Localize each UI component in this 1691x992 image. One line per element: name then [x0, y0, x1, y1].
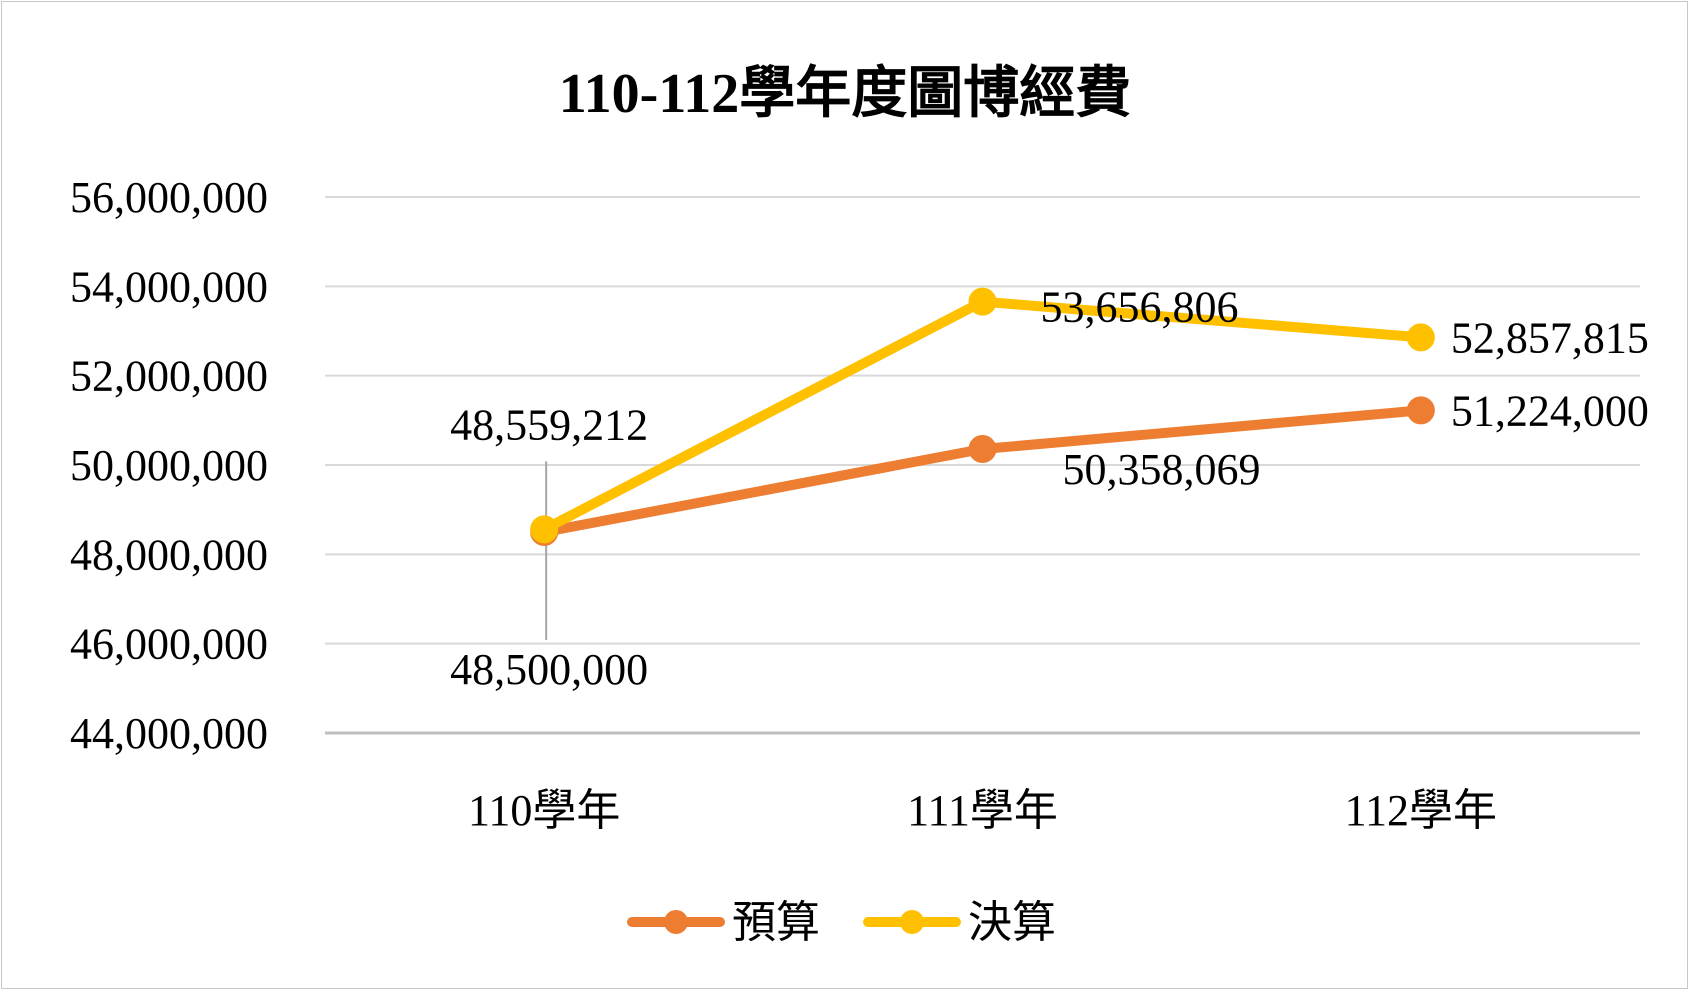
legend: 預算 決算: [627, 898, 1056, 947]
data-point: [1406, 396, 1435, 425]
x-category-label: 112學年: [1345, 786, 1497, 835]
legend-marker: [664, 910, 688, 934]
y-tick-label: 52,000,000: [70, 352, 268, 401]
data-point: [530, 515, 559, 544]
data-point: [968, 435, 997, 464]
data-label: 51,224,000: [1451, 386, 1649, 435]
chart-title: 110-112學年度圖博經費: [559, 63, 1131, 125]
legend-label: 預算: [732, 898, 820, 947]
y-tick-label: 50,000,000: [70, 441, 268, 490]
data-point: [1406, 323, 1435, 352]
y-axis-tick-labels: 44,000,000 46,000,000 48,000,000 50,000,000…: [70, 173, 268, 758]
y-tick-label: 54,000,000: [70, 262, 268, 311]
y-tick-label: 48,000,000: [70, 530, 268, 579]
data-point: [968, 287, 997, 316]
data-label: 48,500,000: [450, 645, 648, 694]
gridlines: [325, 196, 1640, 735]
data-label: 50,358,069: [1063, 445, 1261, 494]
series-lines: [530, 287, 1435, 546]
y-tick-label: 46,000,000: [70, 620, 268, 669]
legend-label: 決算: [968, 898, 1056, 947]
x-category-label: 110學年: [468, 786, 620, 835]
data-label: 52,857,815: [1451, 313, 1649, 362]
x-category-label: 111學年: [907, 786, 1058, 835]
data-labels: 48,500,000 50,358,069 51,224,000 48,559,212…: [450, 283, 1649, 694]
data-label: 48,559,212: [450, 400, 648, 449]
data-label: 53,656,806: [1041, 283, 1239, 332]
y-tick-label: 56,000,000: [70, 173, 268, 222]
x-axis-category-labels: 110學年 111學年 112學年: [468, 786, 1497, 835]
series-line: [539, 296, 1426, 535]
legend-marker: [900, 910, 924, 934]
y-tick-label: 44,000,000: [70, 709, 268, 758]
series-line: [539, 405, 1426, 537]
